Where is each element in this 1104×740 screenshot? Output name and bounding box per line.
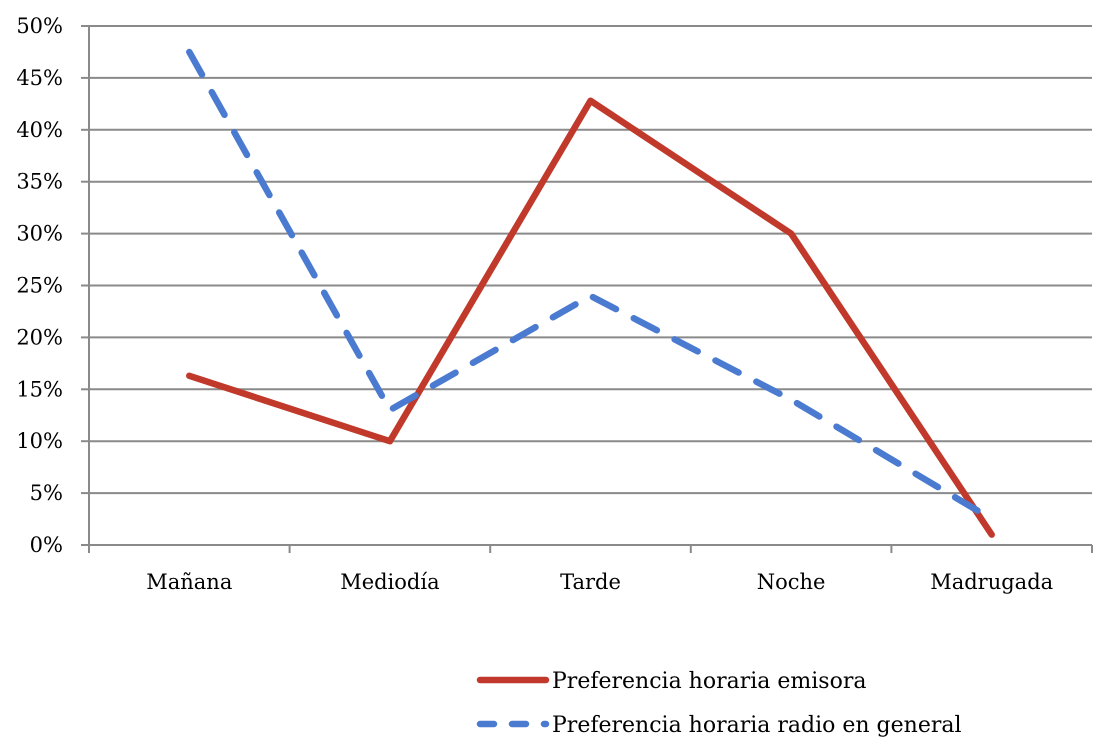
series-line-2 <box>186 48 995 523</box>
y-tick-label: 40% <box>16 118 63 142</box>
y-tick-label: 30% <box>16 222 63 246</box>
gridlines <box>81 25 1093 553</box>
x-tick-label: Mediodía <box>340 570 439 594</box>
y-axis-tick-labels: 0% 5% 10% 15% 20% 25% 30% 35% 40% 45% 50% <box>16 14 63 557</box>
x-axis-tick-labels: Mañana Mediodía Tarde Noche Madrugada <box>146 570 1053 594</box>
y-tick-label: 20% <box>16 325 63 349</box>
y-tick-label: 0% <box>30 533 63 557</box>
x-tick-label: Tarde <box>560 570 621 594</box>
x-tick-label: Mañana <box>146 570 232 594</box>
y-tick-label: 35% <box>16 170 63 194</box>
series-line-1 <box>186 97 995 538</box>
x-tick-label: Madrugada <box>930 570 1053 594</box>
y-tick-label: 25% <box>16 274 63 298</box>
legend: Preferencia horaria emisora Preferencia h… <box>476 669 962 738</box>
series-lines <box>186 48 995 538</box>
y-tick-label: 15% <box>16 377 63 401</box>
y-tick-label: 45% <box>16 66 63 90</box>
y-tick-label: 50% <box>16 14 63 38</box>
x-tick-label: Noche <box>757 570 826 594</box>
y-tick-label: 5% <box>30 481 63 505</box>
y-tick-label: 10% <box>16 429 63 453</box>
legend-label-2: Preferencia horaria radio en general <box>552 713 962 738</box>
legend-label-1: Preferencia horaria emisora <box>552 669 866 694</box>
